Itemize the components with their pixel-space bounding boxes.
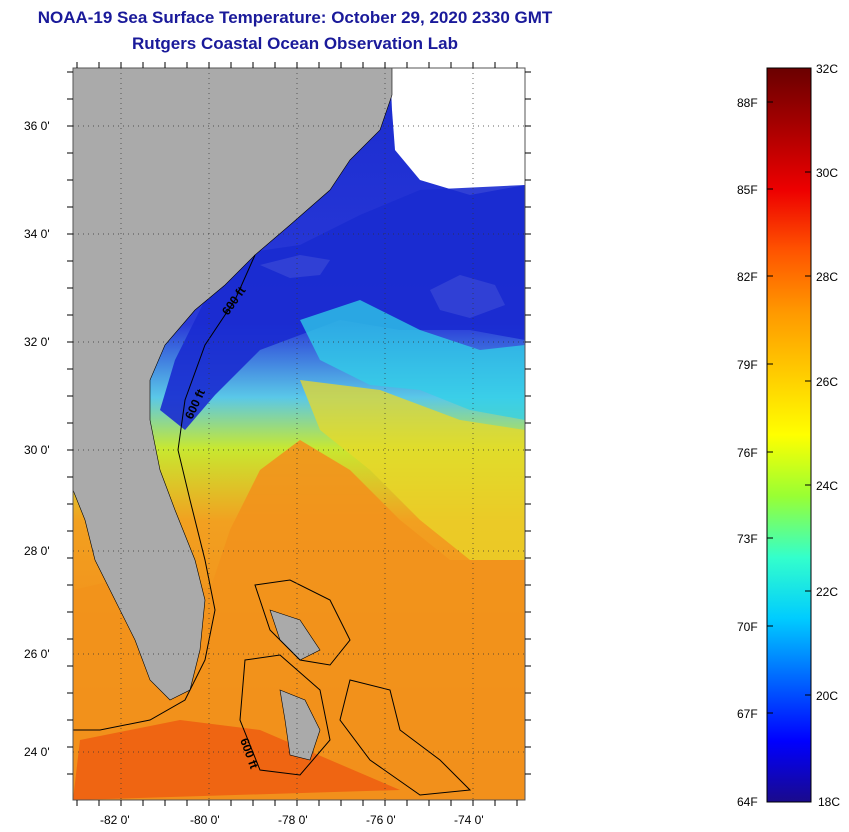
lon-label: -78 0' [278,813,308,827]
land-mass-small-islands [269,609,321,661]
map-subtitle: Rutgers Coastal Ocean Observation Lab [132,34,458,53]
color-bar-gradient [766,67,812,803]
fahrenheit-label: 82F [737,270,758,284]
mid-water-field [300,380,525,560]
lat-label: 28 0' [24,544,50,558]
lon-label: -76 0' [366,813,396,827]
lat-label: 26 0' [24,647,50,661]
celsius-labels: 32C 30C 28C 26C 24C 22C 20C 18C [816,62,840,809]
depth-contour-600ft [73,254,256,731]
celsius-label: 24C [816,479,838,493]
lat-label: 36 0' [24,119,50,133]
grid-lines [73,68,525,800]
map-title: NOAA-19 Sea Surface Temperature: October… [37,8,553,27]
celsius-label: 18C [818,795,840,809]
celsius-label: 32C [816,62,838,76]
fahrenheit-label: 88F [737,96,758,110]
fahrenheit-label: 85F [737,183,758,197]
land-mass-cuba-bahamas [279,689,321,761]
lat-label: 34 0' [24,227,50,241]
lon-label: -74 0' [454,813,484,827]
celsius-label: 30C [816,166,838,180]
fahrenheit-label: 79F [737,358,758,372]
latitude-labels: 36 0' 34 0' 32 0' 30 0' 28 0' 26 0' 24 0… [24,119,50,759]
hot-water-patch [73,720,400,800]
lat-label: 30 0' [24,443,50,457]
fahrenheit-labels: 88F 85F 82F 79F 76F 73F 70F 67F 64F [737,96,758,809]
longitude-labels: -82 0' -80 0' -78 0' -76 0' -74 0' [100,813,484,827]
fahrenheit-label: 70F [737,620,758,634]
lat-label: 24 0' [24,745,50,759]
lon-label: -80 0' [190,813,220,827]
color-bar: 32C 30C 28C 26C 24C 22C 20C 18C 88F 85F … [737,62,840,809]
sst-map: 36 0' 34 0' 32 0' 30 0' 28 0' 26 0' 24 0… [24,62,531,827]
fahrenheit-label: 67F [737,707,758,721]
celsius-label: 22C [816,585,838,599]
axis-ticks [67,62,531,806]
land-mass-us [73,68,393,701]
lon-label: -82 0' [100,813,130,827]
cloud-patch-north [390,68,525,195]
fahrenheit-label: 73F [737,532,758,546]
celsius-label: 20C [816,689,838,703]
cool-water-streaks [300,300,525,420]
lat-label: 32 0' [24,335,50,349]
fahrenheit-label: 64F [737,795,758,809]
fahrenheit-label: 76F [737,446,758,460]
celsius-label: 26C [816,375,838,389]
celsius-label: 28C [816,270,838,284]
color-bar-ticks [767,67,811,803]
map-frame [72,67,526,801]
